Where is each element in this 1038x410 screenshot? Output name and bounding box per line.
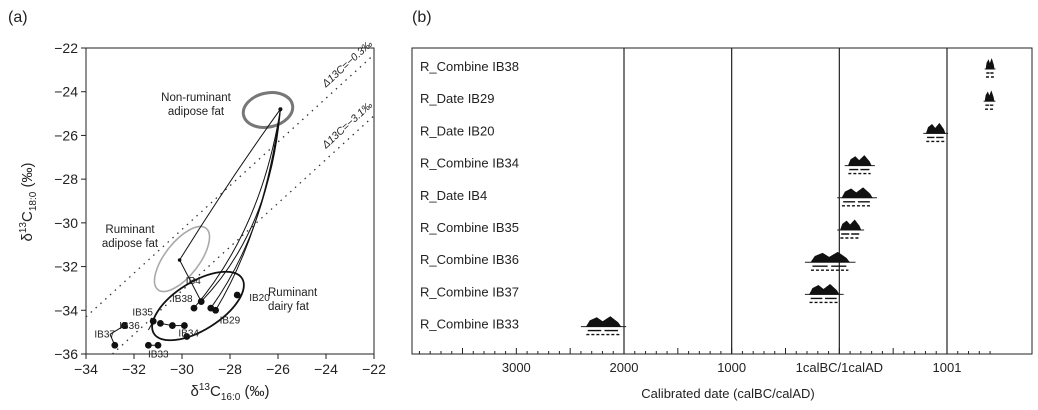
row-distribution	[985, 58, 995, 70]
y-tick-label: −32	[54, 259, 78, 275]
reference-line-label: Δ13C=−0.3‰	[319, 38, 375, 91]
row-distribution	[585, 316, 622, 327]
panel-b-label: (b)	[412, 9, 432, 26]
y-tick-label: −28	[54, 171, 78, 187]
region-label: Ruminant adipose fat	[102, 224, 159, 250]
point-label: IB35	[132, 307, 153, 318]
point-label: IB38	[172, 294, 193, 305]
x-tick-label: −22	[362, 361, 386, 377]
mixing-line	[215, 109, 281, 311]
date-tick-label: 1000	[717, 360, 746, 375]
data-point	[149, 317, 157, 325]
row-label: R_Combine IB34	[420, 156, 519, 171]
row-distribution	[925, 122, 946, 134]
point-label: IB29	[220, 315, 241, 326]
row-label: R_Combine IB37	[420, 284, 519, 299]
data-point	[212, 306, 220, 314]
date-tick-label: 3000	[502, 360, 531, 375]
panel-a-points	[111, 291, 241, 349]
panel-b: (b) R_Combine IB38 R_Date IB29 R_Date IB20…	[411, 9, 1033, 401]
row-distribution	[810, 251, 851, 263]
point-label: IB4	[186, 276, 201, 287]
point-label: IB34	[178, 329, 199, 340]
panel-b-minor-ticks	[418, 348, 991, 354]
x-tick-label: −24	[314, 361, 338, 377]
data-point	[169, 322, 176, 329]
panel-a-connectors	[109, 107, 283, 346]
panel-a-point-labels: IB37 IB36 IB35 IB33 IB34 IB38 IB4 IB29 IB20	[94, 276, 270, 360]
data-point	[111, 341, 119, 349]
y-tick-label: −30	[54, 215, 78, 231]
region-ellipse	[153, 225, 211, 293]
data-point	[181, 322, 188, 329]
date-tick-label: 2000	[610, 360, 639, 375]
row-distribution	[984, 90, 995, 102]
data-point	[145, 341, 152, 349]
mixing-line	[193, 109, 281, 309]
row-distribution	[841, 187, 873, 199]
region-ellipse	[241, 91, 295, 129]
data-point	[121, 322, 128, 329]
data-point	[197, 298, 205, 305]
panel-a-regions: Non-ruminant adipose fat Ruminant adipose f…	[102, 91, 318, 342]
point-label: IB37	[94, 330, 115, 341]
y-tick-label: −34	[54, 302, 78, 318]
panel-b-tick-labels: 3000 2000 1000 1calBC/1calAD 1001	[502, 360, 962, 375]
row-label: R_Combine IB35	[420, 220, 519, 235]
row-distribution	[809, 284, 840, 295]
panel-b-x-axis-label: Calibrated date (calBC/calAD)	[641, 386, 814, 401]
data-point	[190, 304, 198, 312]
panel-a-x-axis-label: δ13C16:0 (‰)	[191, 382, 270, 403]
row-label: R_Date IB29	[420, 91, 494, 106]
panel-b-grid	[623, 48, 948, 354]
point-label: IB20	[249, 293, 270, 304]
y-tick-label: −22	[54, 40, 78, 56]
panel-a-reference-lines: Δ13C=−0.3‰ Δ13C=−3.1‰	[85, 38, 375, 355]
panel-a-label: (a)	[8, 9, 28, 26]
panel-a-y-axis-label: δ13C18:0 (‰)	[18, 163, 39, 242]
x-tick-label: −26	[266, 361, 290, 377]
panel-a: (a) −34 −32 −30 −28 −26 −24 −22−36−34−32−30−28…	[8, 9, 386, 403]
data-point	[233, 291, 241, 299]
date-tick-label: 1calBC/1calAD	[796, 360, 883, 375]
y-tick-label: −26	[54, 127, 78, 143]
region-label: Non-ruminant adipose fat	[161, 92, 231, 118]
row-distribution	[839, 219, 862, 231]
region-ellipse	[151, 270, 245, 342]
row-label: R_Combine IB38	[420, 59, 519, 74]
data-point	[157, 320, 164, 327]
y-tick-label: −36	[54, 346, 78, 362]
row-label: R_Date IB20	[420, 123, 494, 138]
mixing-line	[179, 108, 281, 261]
panel-a-ticks: −34 −32 −30 −28 −26 −24 −22−36−34−32−30−28−26−…	[54, 40, 386, 377]
date-tick-label: 1001	[933, 360, 962, 375]
row-label: R_Date IB4	[420, 188, 487, 203]
data-point	[154, 341, 162, 349]
reference-line-label: Δ13C=−3.1‰	[319, 99, 375, 152]
x-tick-label: −32	[122, 361, 146, 377]
mixing-line	[179, 259, 202, 302]
row-distribution	[847, 155, 872, 166]
row-label: R_Combine IB33	[420, 317, 519, 332]
region-label: Ruminant dairy fat	[268, 287, 318, 313]
x-tick-label: −34	[74, 361, 98, 377]
point-label: IB36	[119, 321, 140, 332]
panel-b-plot-frame	[411, 47, 1033, 355]
row-label: R_Combine IB36	[420, 252, 519, 267]
point-label: IB33	[148, 349, 169, 360]
panel-b-rows: R_Combine IB38 R_Date IB29 R_Date IB20 R_Co…	[420, 58, 996, 336]
data-point	[183, 333, 191, 340]
y-tick-label: −24	[54, 84, 78, 100]
x-tick-label: −30	[170, 361, 194, 377]
x-tick-label: −28	[218, 361, 242, 377]
